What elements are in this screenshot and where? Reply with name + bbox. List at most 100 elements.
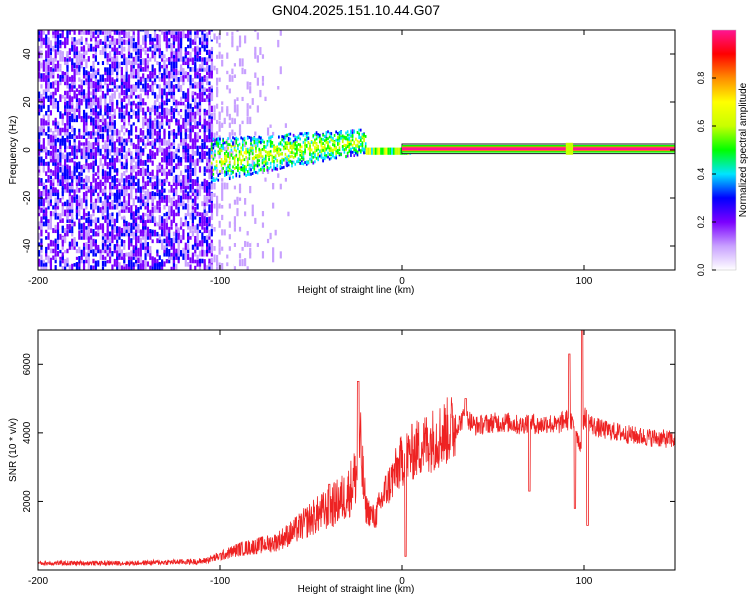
noise-cell [49, 183, 53, 190]
noise-cell [94, 109, 97, 116]
noise-cell [120, 30, 123, 35]
noise-cell [80, 164, 83, 170]
signal-cell [255, 149, 257, 153]
noise-cell [73, 78, 76, 82]
noise-cell [111, 264, 114, 270]
noise-cell [80, 53, 83, 59]
noise-cell [106, 247, 109, 254]
noise-cell [104, 51, 107, 59]
signal-cell [337, 141, 339, 145]
signal-cell [210, 161, 213, 165]
scatter-cell [238, 259, 242, 267]
signal-cell [338, 146, 341, 150]
noise-cell [142, 98, 145, 106]
noise-cell [208, 115, 211, 119]
noise-cell [168, 108, 171, 116]
scatter-cell [228, 88, 231, 94]
noise-cell [125, 202, 128, 210]
noise-cell [156, 250, 159, 257]
noise-cell [142, 166, 145, 173]
noise-cell [94, 82, 97, 89]
scatter-cell [233, 63, 237, 67]
noise-cell [68, 48, 71, 55]
noise-cell [146, 67, 150, 72]
noise-cell [47, 74, 50, 79]
noise-cell [201, 249, 204, 257]
noise-cell [175, 48, 178, 52]
noise-cell [80, 223, 83, 230]
signal-cell [309, 142, 311, 146]
noise-cell [101, 238, 105, 244]
noise-cell [104, 207, 107, 213]
noise-cell [104, 236, 107, 240]
noise-cell [71, 96, 74, 102]
noise-cell [172, 254, 176, 260]
noise-cell [45, 155, 48, 160]
noise-cell [151, 206, 154, 213]
noise-cell [132, 33, 135, 39]
noise-cell [56, 157, 60, 163]
noise-cell [59, 175, 62, 180]
noise-cell [125, 166, 128, 173]
scatter-cell [241, 67, 244, 75]
signal-cell [243, 172, 246, 176]
noise-cell [45, 246, 48, 254]
signal-cell [325, 154, 328, 157]
noise-cell [132, 245, 135, 250]
noise-cell [90, 43, 93, 52]
noise-cell [153, 107, 157, 116]
signal-cell [263, 160, 265, 164]
noise-cell [120, 249, 123, 254]
noise-cell [116, 168, 119, 173]
signal-cell [256, 141, 259, 145]
noise-cell [56, 65, 60, 72]
noise-cell [68, 244, 71, 250]
noise-cell [97, 192, 100, 197]
noise-cell [97, 79, 100, 86]
noise-cell [87, 254, 90, 260]
noise-cell [194, 145, 197, 150]
noise-cell [182, 235, 185, 240]
noise-cell [61, 77, 64, 82]
spectrogram-x-ticks: -200 -100 0 100 [28, 30, 593, 287]
noise-cell [82, 109, 86, 116]
noise-cell [189, 145, 192, 150]
noise-cell [196, 68, 199, 72]
signal-cell [350, 129, 352, 133]
noise-cell [49, 110, 53, 116]
noise-cell [104, 93, 107, 99]
noise-cell [118, 45, 121, 49]
noise-cell [56, 40, 60, 45]
signal-cell [263, 157, 265, 161]
noise-cell [191, 155, 194, 160]
noise-cell [40, 30, 43, 35]
noise-cell [153, 138, 157, 143]
noise-cell [64, 138, 67, 146]
noise-cell [52, 120, 55, 126]
noise-cell [92, 66, 95, 72]
noise-cell [97, 139, 100, 146]
noise-cell [101, 235, 105, 240]
noise-cell [196, 223, 199, 230]
noise-cell [135, 188, 138, 193]
noise-cell [165, 222, 168, 230]
noise-cell [139, 160, 142, 166]
noise-cell [116, 77, 119, 82]
scatter-cell [226, 262, 229, 267]
signal-cell [282, 139, 285, 143]
signal-cell [243, 138, 246, 142]
scatter-cell [236, 197, 239, 205]
noise-cell [137, 135, 140, 139]
signal-cell [258, 153, 261, 157]
noise-cell [182, 247, 185, 254]
noise-cell [175, 31, 178, 35]
noise-cell [40, 254, 43, 260]
noise-cell [163, 59, 166, 66]
noise-cell [78, 209, 81, 217]
noise-cell [132, 109, 135, 116]
noise-cell [73, 68, 76, 76]
noise-cell [68, 105, 71, 113]
noise-cell [130, 151, 133, 156]
signal-cell [335, 150, 338, 154]
noise-cell [139, 249, 142, 254]
